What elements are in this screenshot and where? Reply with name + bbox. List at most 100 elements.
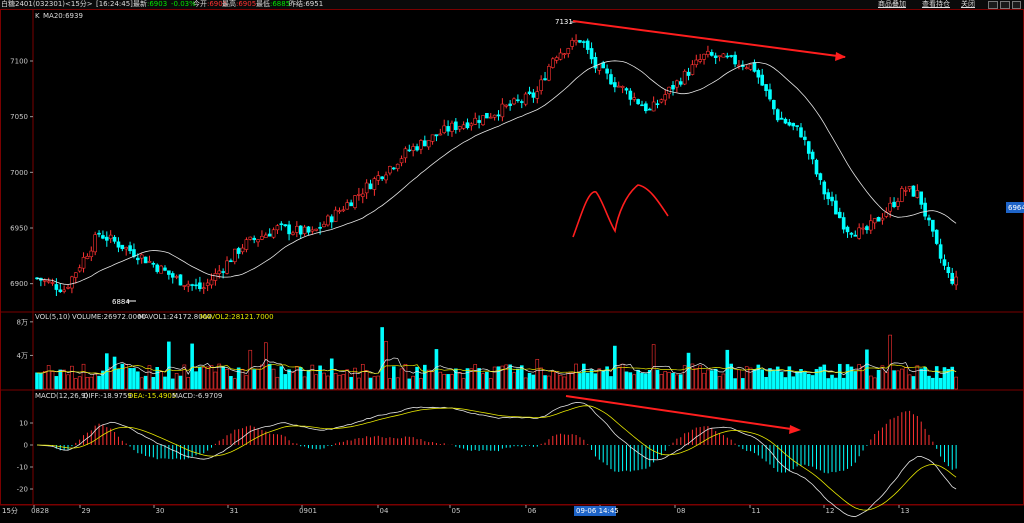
volume-bar bbox=[934, 366, 939, 390]
candle-body bbox=[229, 260, 233, 263]
candle-body bbox=[244, 239, 249, 250]
legend-macd: MACD(12,26,9) bbox=[35, 392, 88, 400]
candle-body bbox=[903, 189, 908, 192]
low-value: :6885 bbox=[270, 0, 291, 8]
change-value: -0.03% bbox=[171, 0, 196, 8]
volume-bar bbox=[818, 366, 823, 390]
volume-bar bbox=[364, 370, 369, 390]
legend-dea: DEA:-15.4905 bbox=[128, 392, 176, 400]
candle-body bbox=[275, 225, 280, 231]
volume-bar bbox=[663, 371, 668, 390]
candle-body bbox=[101, 235, 105, 239]
candle-body bbox=[116, 241, 121, 248]
volume-bar bbox=[50, 371, 55, 390]
volume-bar bbox=[143, 375, 148, 390]
volume-bar bbox=[582, 363, 586, 390]
candle-body bbox=[744, 67, 749, 70]
candle-body bbox=[907, 186, 912, 190]
candle-body bbox=[89, 250, 94, 258]
price-tick-label: 6950 bbox=[10, 225, 28, 233]
candle-body bbox=[310, 229, 315, 232]
candle-body bbox=[128, 245, 132, 252]
volume-bar bbox=[469, 368, 474, 390]
volume-bar bbox=[744, 366, 749, 390]
minimize-window-button[interactable] bbox=[988, 1, 998, 9]
candle-body bbox=[345, 202, 350, 210]
volume-bar bbox=[527, 372, 532, 390]
candle-body bbox=[748, 64, 753, 70]
volume-bar bbox=[837, 363, 842, 390]
volume-bar bbox=[547, 375, 551, 390]
volume-bar bbox=[236, 367, 241, 390]
candle-body bbox=[531, 92, 536, 98]
candle-body bbox=[85, 256, 90, 259]
candle-body bbox=[911, 185, 916, 197]
candle-body bbox=[504, 104, 509, 107]
candle-body bbox=[349, 202, 353, 207]
volume-bar bbox=[438, 371, 443, 390]
candle-body bbox=[399, 158, 404, 164]
volume-bar bbox=[267, 363, 272, 390]
candle-body bbox=[225, 260, 229, 274]
volume-bar bbox=[706, 369, 710, 390]
volume-bar bbox=[500, 365, 505, 390]
volume-bar bbox=[159, 371, 163, 390]
add-product-button[interactable]: 商品叠加 bbox=[878, 0, 906, 8]
volume-bar bbox=[597, 368, 602, 390]
candle-body bbox=[810, 151, 815, 160]
volume-bar bbox=[504, 364, 509, 390]
candle-body bbox=[578, 40, 582, 43]
candle-body bbox=[465, 122, 470, 129]
volume-bar bbox=[636, 369, 640, 390]
volume-bar bbox=[322, 372, 326, 390]
candle-body bbox=[647, 108, 652, 111]
volume-bar bbox=[85, 376, 90, 390]
volume-bar bbox=[857, 364, 861, 390]
volume-bar bbox=[678, 374, 683, 390]
candle-body bbox=[105, 236, 109, 241]
candle-body bbox=[205, 282, 210, 286]
volume-bar bbox=[419, 378, 423, 390]
volume-bar bbox=[221, 366, 225, 390]
volume-bar bbox=[903, 366, 908, 390]
volume-bar bbox=[624, 371, 629, 390]
kline-chart[interactable]: 7100 7050 7000 6950 6900 K MA20:6939 7131 6884 69… bbox=[0, 9, 1024, 523]
view-position-button[interactable]: 查看持仓 bbox=[922, 0, 950, 8]
legend-macd-value: MACD:-6.9709 bbox=[172, 392, 222, 400]
candle-body bbox=[640, 104, 644, 107]
volume-bar bbox=[225, 369, 229, 390]
volume-bar bbox=[915, 365, 920, 390]
volume-bar bbox=[182, 364, 187, 390]
volume-bar bbox=[709, 370, 714, 390]
date-tick-label: 12 bbox=[826, 507, 835, 515]
candle-body bbox=[430, 134, 435, 142]
volume-bar bbox=[872, 377, 877, 390]
candle-body bbox=[550, 58, 555, 68]
volume-bar bbox=[694, 368, 699, 390]
candle-body bbox=[306, 226, 311, 233]
candle-body bbox=[752, 62, 757, 72]
candle-body bbox=[329, 216, 334, 223]
date-tick-label: 04 bbox=[380, 507, 389, 515]
candle-body bbox=[570, 40, 574, 47]
volume-bar bbox=[155, 367, 160, 390]
volume-bar bbox=[896, 370, 900, 390]
high-label: 最高 bbox=[222, 0, 236, 8]
candle-body bbox=[337, 210, 342, 213]
candle-body bbox=[236, 248, 241, 254]
volume-bar bbox=[946, 368, 951, 390]
close-link-button[interactable]: 关闭 bbox=[961, 0, 975, 8]
candle-body bbox=[240, 247, 245, 253]
candle-body bbox=[81, 257, 86, 269]
candle-body bbox=[690, 64, 695, 75]
volume-bar bbox=[244, 375, 249, 390]
legend-mavol1: MAVOL1:24172.8000 bbox=[138, 313, 212, 321]
volume-bar bbox=[496, 366, 501, 390]
maximize-window-button[interactable] bbox=[1000, 1, 1010, 9]
close-window-button[interactable] bbox=[1012, 1, 1021, 9]
candle-body bbox=[112, 236, 117, 242]
volume-bar bbox=[240, 368, 245, 390]
candle-body bbox=[93, 234, 97, 253]
legend-ma20: MA20:6939 bbox=[43, 12, 83, 20]
volume-bar bbox=[485, 371, 489, 390]
